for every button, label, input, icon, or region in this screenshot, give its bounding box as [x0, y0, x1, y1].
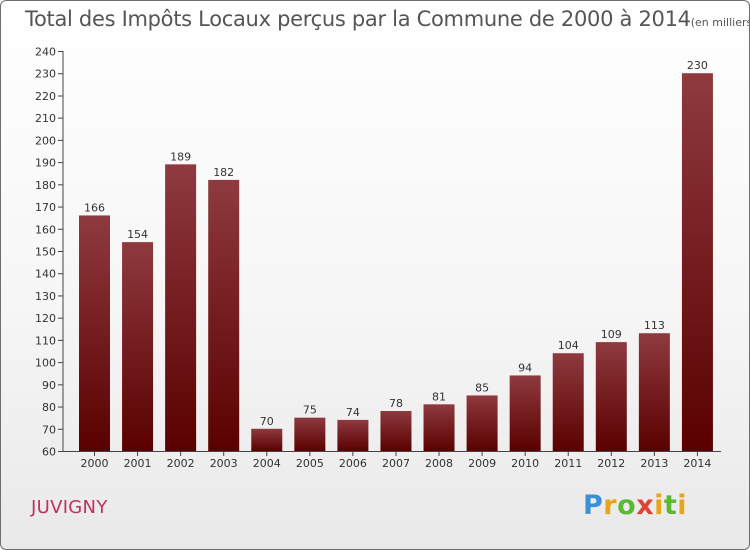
- bar-2012: [595, 342, 627, 451]
- x-tick-label-2013: 2013: [640, 457, 668, 470]
- y-tick-label: 140: [35, 268, 56, 281]
- bar-2007: [380, 411, 412, 451]
- y-tick-label: 200: [35, 134, 56, 147]
- logo-letter: P: [583, 490, 604, 521]
- logo-letter: r: [603, 490, 618, 521]
- data-label-2007: 78: [389, 397, 403, 410]
- x-tick-label-2008: 2008: [425, 457, 453, 470]
- x-tick-label-2002: 2002: [167, 457, 195, 470]
- x-tick-label-2000: 2000: [81, 457, 109, 470]
- x-tick-label-2005: 2005: [296, 457, 324, 470]
- y-tick-label: 70: [42, 423, 56, 436]
- data-label-2003: 182: [213, 166, 234, 179]
- y-tick-label: 130: [35, 290, 56, 303]
- data-labels: 166 154 189 182 70 75 74 78 81 85 94 104 109 113 230: [84, 59, 708, 428]
- y-tick-label: 180: [35, 179, 56, 192]
- x-tick-label-2007: 2007: [382, 457, 410, 470]
- data-label-2005: 75: [303, 404, 317, 417]
- logo-letter: i: [654, 490, 664, 521]
- x-tick-label-2004: 2004: [253, 457, 281, 470]
- y-tick-label: 170: [35, 201, 56, 214]
- data-label-2013: 113: [644, 319, 665, 332]
- data-label-2009: 85: [475, 381, 489, 394]
- y-tick-label: 110: [35, 334, 56, 347]
- bar-2004: [251, 428, 283, 451]
- bar-2005: [294, 417, 326, 451]
- bar-2011: [552, 353, 584, 451]
- data-label-2011: 104: [558, 339, 579, 352]
- bar-2001: [122, 242, 154, 451]
- y-tick-label: 230: [35, 68, 56, 81]
- y-tick-label: 240: [35, 46, 56, 59]
- x-axis: 2000 2001 2002 2003 2004 2005 2006 2007 2008 2009…: [63, 451, 721, 470]
- y-tick-label: 60: [42, 446, 56, 459]
- y-tick-label: 160: [35, 223, 56, 236]
- bars: [79, 73, 713, 452]
- bar-2009: [466, 395, 498, 451]
- bar-2003: [208, 179, 240, 451]
- data-label-2002: 189: [170, 150, 191, 163]
- bar-2000: [79, 215, 110, 451]
- x-tick-label-2006: 2006: [339, 457, 367, 470]
- chart-title: Total des Impôts Locaux perçus par la Co…: [25, 7, 750, 31]
- proxiti-logo: Proxiti: [583, 490, 687, 521]
- commune-name: JUVIGNY: [31, 497, 108, 518]
- x-tick-label-2003: 2003: [210, 457, 238, 470]
- y-tick-label: 80: [42, 401, 56, 414]
- x-tick-label-2012: 2012: [597, 457, 625, 470]
- data-label-2010: 94: [518, 361, 532, 374]
- x-tick-label-2001: 2001: [124, 457, 152, 470]
- y-tick-label: 90: [42, 379, 56, 392]
- logo-letter: o: [617, 490, 637, 521]
- y-tick-label: 100: [35, 357, 56, 370]
- y-tick-label: 220: [35, 90, 56, 103]
- x-tick-label-2014: 2014: [683, 457, 711, 470]
- data-label-2006: 74: [346, 406, 360, 419]
- y-axis: 60 70 80 90 100 110 120 130 140 150 160 170 180 190 20…: [35, 46, 64, 459]
- bar-2010: [509, 375, 541, 451]
- bar-2008: [423, 404, 455, 451]
- y-tick-label: 150: [35, 246, 56, 259]
- bar-2013: [638, 333, 670, 451]
- data-label-2008: 81: [432, 390, 446, 403]
- bar-2002: [165, 164, 197, 452]
- y-tick-label: 210: [35, 112, 56, 125]
- data-label-2004: 70: [260, 415, 274, 428]
- x-tick-label-2009: 2009: [468, 457, 496, 470]
- logo-letter: x: [636, 490, 655, 521]
- data-label-2000: 166: [84, 201, 105, 214]
- chart-unit-label: (en milliers d'€): [690, 16, 750, 29]
- bar-2014: [681, 73, 713, 451]
- y-tick-label: 120: [35, 312, 56, 325]
- logo-letter: t: [663, 490, 678, 521]
- chart-title-text: Total des Impôts Locaux perçus par la Co…: [25, 7, 691, 31]
- data-label-2001: 154: [127, 228, 148, 241]
- x-tick-label-2010: 2010: [511, 457, 539, 470]
- bar-2006: [337, 419, 369, 451]
- data-label-2012: 109: [601, 328, 622, 341]
- data-label-2014: 230: [687, 59, 708, 72]
- y-tick-label: 190: [35, 157, 56, 170]
- logo-letter: i: [677, 490, 688, 521]
- x-tick-label-2011: 2011: [554, 457, 582, 470]
